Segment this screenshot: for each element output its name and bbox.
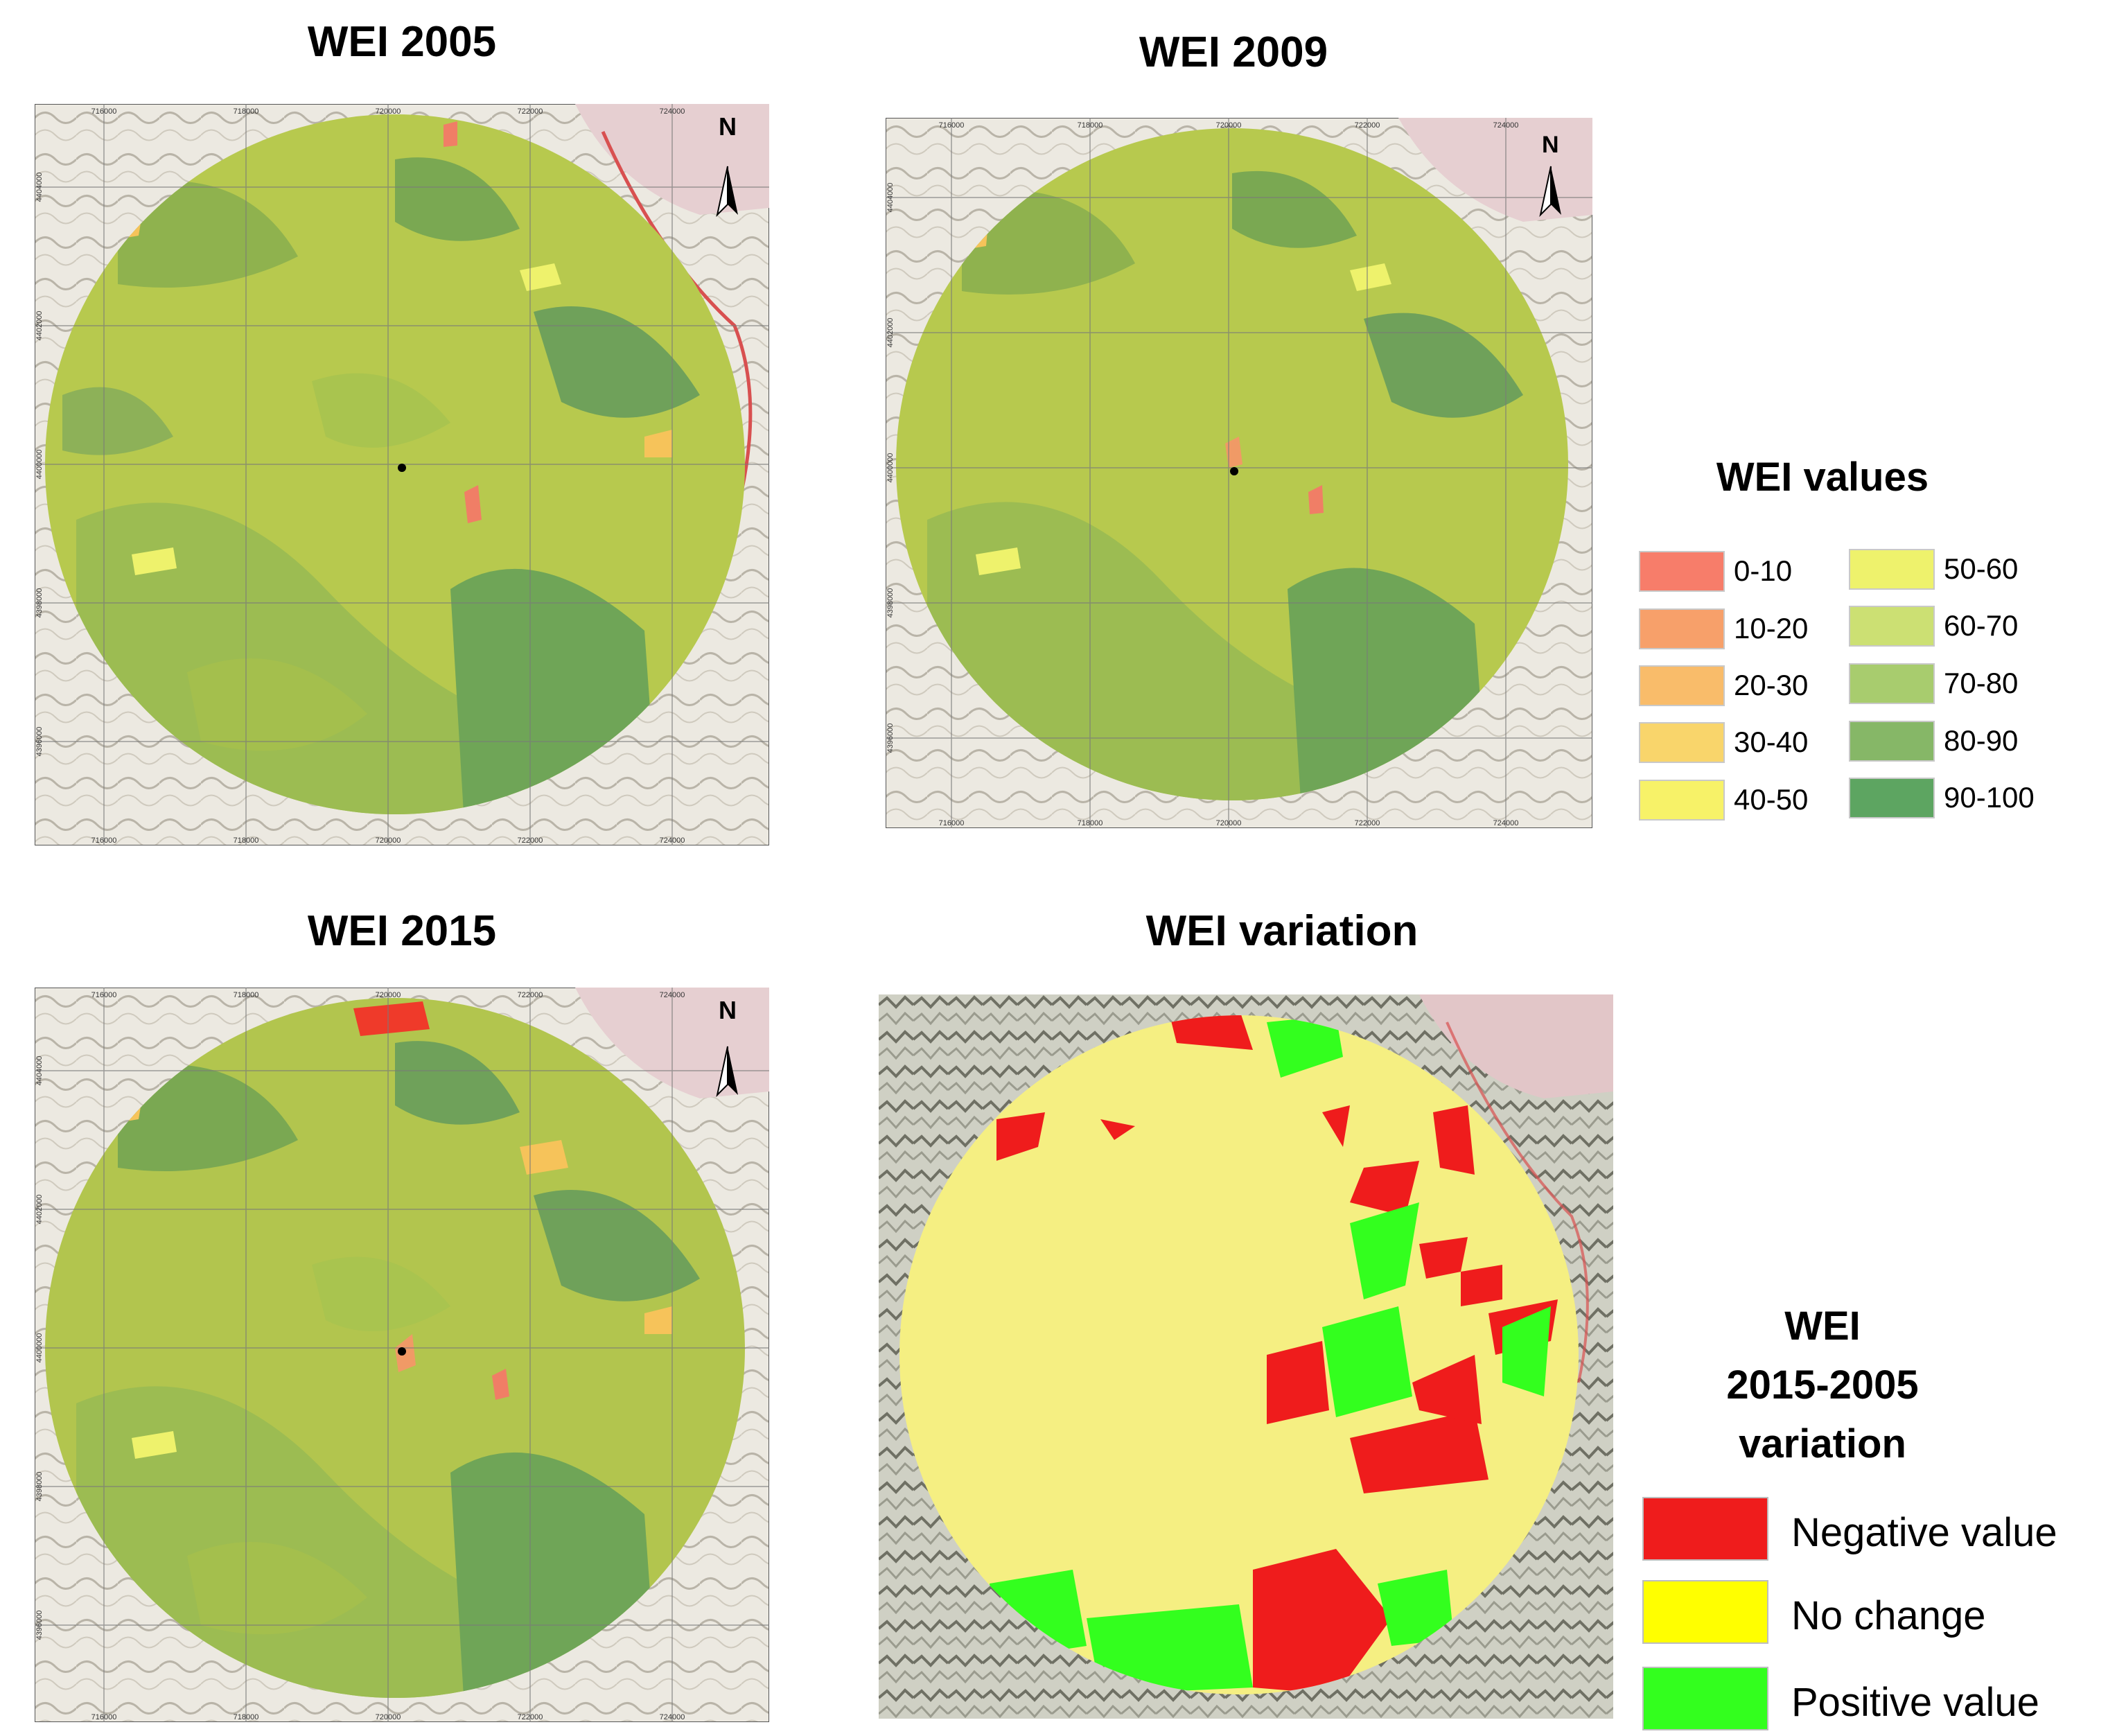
legend-swatch-80-90 — [1849, 721, 1935, 762]
wei-2005-map: N 716000 718000 720000 722000 724000 716000 71… — [35, 104, 769, 845]
legend-swatch-0-10 — [1639, 551, 1725, 592]
top-tick-label: 720000 — [1216, 121, 1242, 130]
map-title-variation: WEI variation — [1145, 907, 1418, 955]
bottom-tick-label: 718000 — [234, 836, 259, 845]
legend-label-10-20: 10-20 — [1734, 612, 1809, 645]
side-tick-label: 4398000 — [35, 588, 44, 618]
legend-label-50-60: 50-60 — [1944, 552, 2019, 585]
legend-label-20-30: 20-30 — [1734, 669, 1809, 701]
legend-label-40-50: 40-50 — [1734, 783, 1809, 816]
legend-swatch-10-20 — [1639, 608, 1725, 649]
legend-variation-title-3: variation — [1739, 1421, 1906, 1466]
wei-2015-map: N 716000 718000 720000 722000 724000 716000 71… — [35, 988, 769, 1722]
legend-swatch-50-60 — [1849, 549, 1935, 590]
legend-label-30-40: 30-40 — [1734, 726, 1809, 758]
side-tick-label: 4398000 — [886, 588, 895, 618]
bottom-tick-label: 722000 — [518, 1713, 543, 1721]
top-tick-label: 724000 — [1493, 121, 1519, 130]
north-label: N — [719, 112, 737, 141]
side-tick-label: 4404000 — [886, 183, 895, 213]
legend-label-60-70: 60-70 — [1944, 609, 2019, 642]
legend-values-title: WEI values — [1716, 455, 1929, 500]
legend-swatch-90-100 — [1849, 778, 1935, 818]
bottom-tick-label: 716000 — [91, 1713, 117, 1721]
top-tick-label: 724000 — [660, 107, 685, 116]
side-tick-label: 4398000 — [35, 1472, 44, 1502]
side-tick-label: 4404000 — [35, 173, 44, 202]
legend-swatch-60-70 — [1849, 606, 1935, 647]
legend-swatch-positive — [1642, 1667, 1768, 1730]
side-tick-label: 4402000 — [35, 1195, 44, 1225]
top-tick-label: 720000 — [376, 107, 401, 116]
legend-variation-title-1: WEI — [1784, 1304, 1861, 1349]
side-tick-label: 4396000 — [35, 727, 44, 757]
top-tick-label: 716000 — [91, 107, 117, 116]
map-title-2005: WEI 2005 — [307, 18, 497, 66]
legend-label-negative: Negative value — [1791, 1510, 2057, 1555]
legend-label-nochange: No change — [1791, 1593, 1986, 1638]
map-title-2015: WEI 2015 — [307, 907, 497, 955]
top-tick-label: 716000 — [91, 991, 117, 999]
side-tick-label: 4404000 — [35, 1056, 44, 1086]
map-title-2009: WEI 2009 — [1139, 28, 1328, 76]
bottom-tick-label: 720000 — [376, 836, 401, 845]
bottom-tick-label: 720000 — [376, 1713, 401, 1721]
north-arrow-icon — [716, 1046, 738, 1098]
north-arrow-icon — [716, 166, 738, 218]
north-arrow-icon — [1539, 166, 1561, 218]
legend-label-90-100: 90-100 — [1944, 781, 2035, 814]
legend-variation-title-2: 2015-2005 — [1726, 1362, 1919, 1408]
bottom-tick-label: 716000 — [91, 836, 117, 845]
north-label: N — [719, 996, 737, 1024]
legend-label-80-90: 80-90 — [1944, 724, 2019, 757]
bottom-tick-label: 716000 — [939, 819, 965, 827]
bottom-tick-label: 718000 — [234, 1713, 259, 1721]
bottom-tick-label: 720000 — [1216, 819, 1242, 827]
side-tick-label: 4400000 — [35, 1333, 44, 1363]
side-tick-label: 4400000 — [886, 453, 895, 483]
bottom-tick-label: 722000 — [1355, 819, 1380, 827]
legend-swatch-20-30 — [1639, 665, 1725, 706]
top-tick-label: 716000 — [939, 121, 965, 130]
top-tick-label: 722000 — [518, 991, 543, 999]
bottom-tick-label: 722000 — [518, 836, 543, 845]
bottom-tick-label: 724000 — [660, 1713, 685, 1721]
side-tick-label: 4402000 — [886, 318, 895, 348]
legend-swatch-40-50 — [1639, 780, 1725, 821]
bottom-tick-label: 718000 — [1078, 819, 1103, 827]
top-tick-label: 718000 — [234, 107, 259, 116]
side-tick-label: 4400000 — [35, 450, 44, 480]
side-tick-label: 4402000 — [35, 311, 44, 341]
top-tick-label: 722000 — [1355, 121, 1380, 130]
top-tick-label: 720000 — [376, 991, 401, 999]
side-tick-label: 4396000 — [886, 724, 895, 753]
top-tick-label: 718000 — [1078, 121, 1103, 130]
wei-variation-map — [879, 994, 1613, 1719]
bottom-tick-label: 724000 — [1493, 819, 1519, 827]
top-tick-label: 724000 — [660, 991, 685, 999]
legend-swatch-nochange — [1642, 1580, 1768, 1644]
legend-label-positive: Positive value — [1791, 1680, 2039, 1725]
legend-swatch-30-40 — [1639, 722, 1725, 763]
legend-swatch-70-80 — [1849, 663, 1935, 704]
legend-label-70-80: 70-80 — [1944, 667, 2019, 699]
bottom-tick-label: 724000 — [660, 836, 685, 845]
wei-2009-map: N 716000 718000 720000 722000 724000 716000 71… — [886, 118, 1592, 828]
top-tick-label: 718000 — [234, 991, 259, 999]
legend-swatch-negative — [1642, 1497, 1768, 1561]
legend-label-0-10: 0-10 — [1734, 554, 1793, 587]
top-tick-label: 722000 — [518, 107, 543, 116]
side-tick-label: 4396000 — [35, 1611, 44, 1640]
north-label: N — [1542, 132, 1559, 158]
